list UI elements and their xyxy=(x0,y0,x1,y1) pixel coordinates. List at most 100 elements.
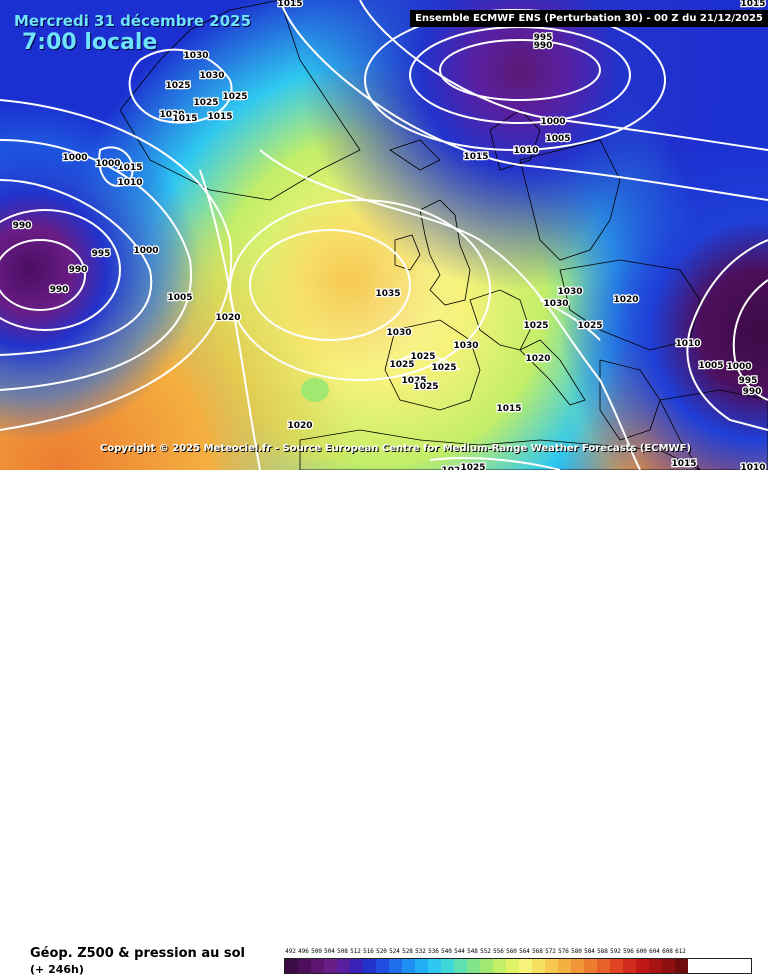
scale-value: 520 xyxy=(376,948,387,955)
scale-value: 560 xyxy=(506,948,517,955)
isobar-label: 1025 xyxy=(577,321,602,331)
isobar-label: 1025 xyxy=(401,376,426,386)
forecast-date: Mercredi 31 décembre 2025 xyxy=(14,12,252,30)
isobar-label: 990 xyxy=(69,265,88,275)
scale-swatch xyxy=(363,959,376,973)
scale-swatch xyxy=(623,959,636,973)
scale-value: 604 xyxy=(649,948,660,955)
isobar-label: 1025 xyxy=(193,98,218,108)
isobar-label: 1020 xyxy=(613,295,638,305)
isobar-label: 1030 xyxy=(199,71,224,81)
isobar-label: 1025 xyxy=(523,321,548,331)
isobar-label: 1030 xyxy=(557,287,582,297)
isobar-label: 1000 xyxy=(726,362,751,372)
scale-value: 492 xyxy=(285,948,296,955)
isobar-label: 1025 xyxy=(410,352,435,362)
scale-swatch xyxy=(350,959,363,973)
scale-swatch xyxy=(311,959,324,973)
scale-value: 596 xyxy=(623,948,634,955)
isobar-label: 1025 xyxy=(165,81,190,91)
map-canvas: 1015 1030 1030 1025 1025 1025 1020 1015 … xyxy=(0,0,768,470)
scale-value: 608 xyxy=(662,948,673,955)
scale-swatch xyxy=(428,959,441,973)
isobar-label: 995 xyxy=(534,33,553,43)
scale-value: 536 xyxy=(428,948,439,955)
isobar-label: 1005 xyxy=(698,361,723,371)
isobars xyxy=(0,0,768,470)
isobar-label: 1000 xyxy=(62,153,87,163)
isobar-label: 990 xyxy=(534,41,553,51)
scale-value: 524 xyxy=(389,948,400,955)
color-scale: 492 496 500 504 508 512 516 520 524 528 532 536 540 5… xyxy=(284,948,752,974)
scale-value: 552 xyxy=(480,948,491,955)
scale-value: 540 xyxy=(441,948,452,955)
legend-subtitle: (+ 246h) xyxy=(30,963,84,976)
scale-value: 564 xyxy=(519,948,530,955)
isobar-label: 1021 xyxy=(441,466,466,470)
isobar-label: 1010 xyxy=(117,178,142,188)
isobar-label: 1030 xyxy=(543,299,568,309)
scale-swatch xyxy=(675,959,688,973)
coastlines xyxy=(119,0,768,470)
scale-value: 516 xyxy=(363,948,374,955)
isobar-label: 990 xyxy=(13,221,32,231)
scale-swatch xyxy=(298,959,311,973)
scale-swatch xyxy=(467,959,480,973)
scale-value: 576 xyxy=(558,948,569,955)
scale-value: 544 xyxy=(454,948,465,955)
isobar-label: 1015 xyxy=(277,0,302,9)
color-scale-labels: 492 496 500 504 508 512 516 520 524 528 532 536 540 5… xyxy=(284,948,752,955)
scale-swatch xyxy=(454,959,467,973)
scale-swatch xyxy=(584,959,597,973)
isobar-label: 1020 xyxy=(525,354,550,364)
scale-swatch xyxy=(571,959,584,973)
isobar-label: 1035 xyxy=(375,289,400,299)
scale-value: 512 xyxy=(350,948,361,955)
scale-value: 496 xyxy=(298,948,309,955)
scale-value: 528 xyxy=(402,948,413,955)
scale-value: 504 xyxy=(324,948,335,955)
isobar-label: 1015 xyxy=(496,404,521,414)
green-spot xyxy=(301,378,329,402)
isobar-label: 1015 xyxy=(117,163,142,173)
legend-title: Géop. Z500 & pression au sol xyxy=(30,946,245,961)
isobar-label: 1020 xyxy=(215,313,240,323)
scale-swatch xyxy=(506,959,519,973)
scale-value: 532 xyxy=(415,948,426,955)
scale-swatch xyxy=(285,959,298,973)
isobar-label: 1030 xyxy=(386,328,411,338)
scale-value: 572 xyxy=(545,948,556,955)
scale-value: 568 xyxy=(532,948,543,955)
forecast-local-time: 7:00 locale xyxy=(22,30,158,55)
scale-value: 508 xyxy=(337,948,348,955)
scale-swatch xyxy=(441,959,454,973)
scale-value: 580 xyxy=(571,948,582,955)
scale-value: 612 xyxy=(675,948,686,955)
scale-swatch xyxy=(389,959,402,973)
isobar-label: 1025 xyxy=(222,92,247,102)
scale-swatch xyxy=(649,959,662,973)
color-scale-bar xyxy=(284,958,752,974)
scale-swatch xyxy=(376,959,389,973)
isobar-label: 1010 xyxy=(513,146,538,156)
isobar-labels: 1015 1030 1030 1025 1025 1025 1020 1015 … xyxy=(11,0,766,470)
scale-swatch xyxy=(402,959,415,973)
scale-swatch xyxy=(519,959,532,973)
isobar-label: 1015 xyxy=(671,459,696,469)
isobar-label: 990 xyxy=(743,387,762,397)
isobar-label: 1025 xyxy=(389,360,414,370)
copyright-notice: Copyright © 2025 Meteociel.fr - Source E… xyxy=(100,443,691,454)
isobar-label: 1015 xyxy=(740,0,765,9)
legend-footer: Géop. Z500 & pression au sol (+ 246h) 49… xyxy=(0,470,768,976)
scale-value: 556 xyxy=(493,948,504,955)
isobar-label: 1030 xyxy=(183,51,208,61)
isobar-label: 1015 xyxy=(207,112,232,122)
scale-value: 500 xyxy=(311,948,322,955)
isobar-label: 1000 xyxy=(133,246,158,256)
isobar-label: 1005 xyxy=(167,293,192,303)
isobar-label: 1015 xyxy=(172,114,197,124)
isobar-label: 1010 xyxy=(740,463,765,470)
scale-swatch xyxy=(545,959,558,973)
scale-swatch xyxy=(532,959,545,973)
scale-swatch xyxy=(493,959,506,973)
